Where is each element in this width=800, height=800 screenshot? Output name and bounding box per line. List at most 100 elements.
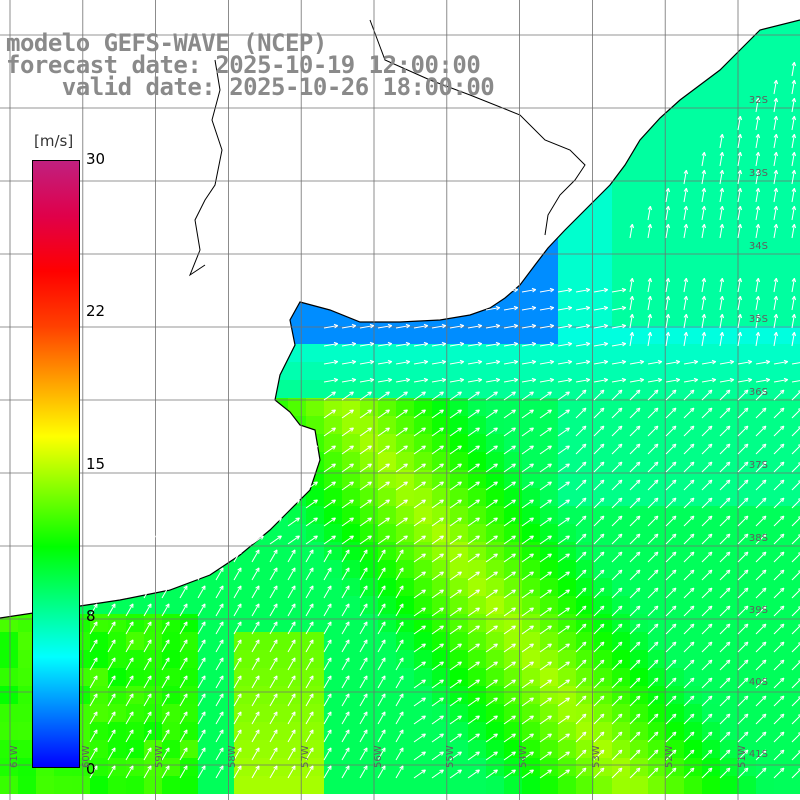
wind-cell bbox=[756, 254, 774, 272]
wind-arrow-head bbox=[476, 716, 480, 717]
wind-arrow-head bbox=[332, 464, 336, 465]
wind-cell bbox=[612, 722, 630, 740]
wind-cell bbox=[630, 290, 648, 308]
wind-cell bbox=[288, 380, 306, 398]
wind-cell bbox=[702, 596, 720, 614]
wind-cell bbox=[774, 452, 792, 470]
wind-arrow-head bbox=[188, 518, 192, 519]
wind-cell bbox=[288, 524, 306, 542]
wind-arrow-head bbox=[152, 536, 156, 537]
wind-arrow-head bbox=[566, 482, 570, 483]
wind-arrow-head bbox=[332, 518, 336, 519]
wind-cell bbox=[756, 344, 774, 362]
wind-arrow-head bbox=[440, 680, 444, 681]
wind-arrow-head bbox=[422, 554, 426, 555]
wind-cell bbox=[432, 632, 450, 650]
wind-cell bbox=[558, 758, 576, 776]
wind-cell bbox=[720, 650, 738, 668]
wind-arrow-head bbox=[476, 680, 480, 681]
wind-cell bbox=[324, 452, 342, 470]
wind-cell bbox=[648, 128, 666, 146]
wind-cell bbox=[540, 740, 558, 758]
wind-cell bbox=[612, 362, 630, 380]
wind-arrow-head bbox=[386, 446, 390, 447]
wind-cell bbox=[594, 614, 612, 632]
wind-cell bbox=[558, 650, 576, 668]
wind-cell bbox=[684, 110, 702, 128]
wind-cell bbox=[432, 344, 450, 362]
lat-label-34s: 34S bbox=[749, 241, 768, 252]
wind-cell bbox=[414, 452, 432, 470]
wind-cell bbox=[702, 740, 720, 758]
wind-cell bbox=[180, 776, 198, 794]
wind-cell bbox=[702, 218, 720, 236]
wind-cell bbox=[720, 254, 738, 272]
wind-cell bbox=[702, 272, 720, 290]
wind-arrow-head bbox=[476, 518, 480, 519]
wind-arrow-head bbox=[548, 734, 552, 735]
wind-cell bbox=[450, 416, 468, 434]
wind-cell bbox=[558, 686, 576, 704]
wind-arrow-head bbox=[440, 500, 444, 501]
wind-cell bbox=[396, 326, 414, 344]
wind-arrow-head bbox=[188, 536, 192, 537]
wind-cell bbox=[306, 398, 324, 416]
wind-cell bbox=[702, 560, 720, 578]
wind-cell bbox=[576, 596, 594, 614]
wind-arrow-head bbox=[458, 392, 462, 393]
wind-cell bbox=[486, 686, 504, 704]
wind-cell bbox=[324, 398, 342, 416]
wind-cell bbox=[684, 344, 702, 362]
wind-arrow-head bbox=[458, 644, 462, 645]
wind-cell bbox=[612, 704, 630, 722]
wind-cell bbox=[666, 416, 684, 434]
wind-cell bbox=[450, 344, 468, 362]
wind-arrow-head bbox=[494, 770, 498, 771]
wind-arrow-head bbox=[458, 734, 462, 735]
wind-arrow-head bbox=[224, 536, 228, 537]
wind-arrow-head bbox=[476, 608, 480, 609]
wind-arrow-head bbox=[548, 716, 552, 717]
wind-cell bbox=[702, 164, 720, 182]
wind-cell bbox=[738, 290, 756, 308]
wind-arrow-head bbox=[476, 698, 480, 699]
wind-cell bbox=[540, 686, 558, 704]
wind-cell bbox=[648, 452, 666, 470]
wind-cell bbox=[756, 74, 774, 92]
wind-cell bbox=[558, 398, 576, 416]
wind-cell bbox=[648, 218, 666, 236]
wind-cell bbox=[630, 524, 648, 542]
wind-cell bbox=[738, 146, 756, 164]
wind-cell bbox=[558, 380, 576, 398]
wind-arrow-head bbox=[494, 644, 498, 645]
wind-cell bbox=[756, 776, 774, 794]
wind-cell bbox=[522, 326, 540, 344]
wind-cell bbox=[702, 344, 720, 362]
wind-arrow-head bbox=[494, 698, 498, 699]
wind-cell bbox=[576, 398, 594, 416]
wind-cell bbox=[666, 326, 684, 344]
wind-arrow-head bbox=[458, 608, 462, 609]
wind-arrow-head bbox=[566, 446, 570, 447]
wind-cell bbox=[630, 344, 648, 362]
wind-arrow-head bbox=[386, 536, 390, 537]
wind-cell bbox=[702, 326, 720, 344]
wind-arrow-head bbox=[512, 392, 516, 393]
wind-cell bbox=[576, 542, 594, 560]
wind-cell bbox=[540, 416, 558, 434]
wind-cell bbox=[414, 344, 432, 362]
wind-arrow-head bbox=[512, 410, 516, 411]
wind-cell bbox=[234, 776, 252, 794]
wind-cell bbox=[414, 362, 432, 380]
wind-cell bbox=[540, 524, 558, 542]
wind-arrow-head bbox=[458, 716, 462, 717]
wind-arrow-head bbox=[566, 410, 570, 411]
wind-arrow-head bbox=[404, 428, 408, 429]
wind-cell bbox=[612, 236, 630, 254]
wind-cell bbox=[594, 380, 612, 398]
wind-cell bbox=[630, 758, 648, 776]
wind-cell bbox=[756, 290, 774, 308]
wind-arrow-head bbox=[458, 536, 462, 537]
wind-arrow-head bbox=[404, 410, 408, 411]
wind-cell bbox=[522, 524, 540, 542]
